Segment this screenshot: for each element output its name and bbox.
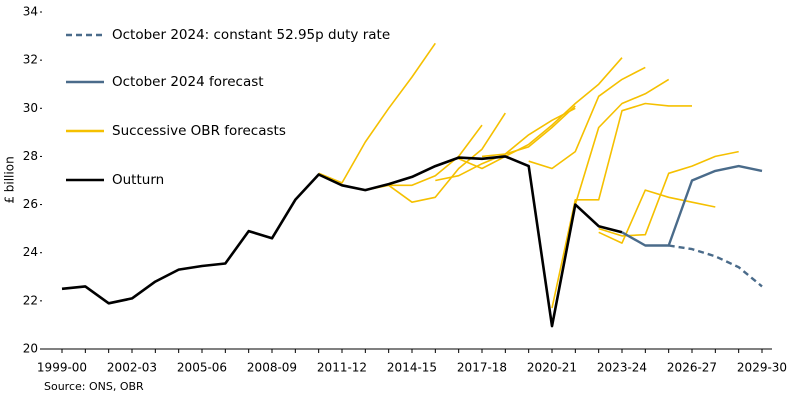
- x-tick-label: 2002-03: [107, 361, 157, 375]
- x-tick-label: 2008-09: [247, 361, 297, 375]
- source: Source: ONS, OBR: [44, 380, 144, 393]
- y-tick-label: 24: [23, 245, 38, 259]
- x-tick-label: 2020-21: [527, 361, 577, 375]
- legend-label: October 2024: constant 52.95p duty rate: [112, 27, 390, 43]
- x-tick-label: 2011-12: [317, 361, 367, 375]
- forecast-line: [318, 42, 436, 184]
- forecast-line: [528, 66, 646, 170]
- forecast-line: [388, 112, 506, 203]
- x-tick-label: 2023-24: [597, 361, 647, 375]
- y-tick-label: 34: [23, 5, 38, 19]
- forecast-line: [435, 107, 576, 182]
- series-line: [621, 164, 763, 247]
- legend-label: Outturn: [112, 172, 164, 188]
- y-tick-label: 30: [23, 101, 38, 115]
- x-tick-label: 2017-18: [457, 361, 507, 375]
- x-tick-label: 2029-30: [737, 361, 787, 375]
- forecast-line: [458, 57, 623, 170]
- x-tick-label: 2014-15: [387, 361, 437, 375]
- forecast-line: [551, 102, 692, 309]
- y-axis-label: £ billion: [3, 156, 17, 203]
- y-tick-label: 22: [23, 293, 38, 307]
- forecast-line: [598, 189, 716, 244]
- legend-label: Successive OBR forecasts: [112, 123, 286, 139]
- series-line: [668, 244, 763, 288]
- y-tick-label: 28: [23, 149, 38, 163]
- x-tick-label: 1999-00: [37, 361, 87, 375]
- y-tick-label: 32: [23, 53, 38, 67]
- outturn-line: [61, 155, 623, 328]
- forecast-line: [574, 78, 670, 205]
- y-tick-label: 20: [23, 342, 38, 356]
- y-tick-label: 26: [23, 197, 38, 211]
- x-tick-label: 2026-27: [667, 361, 717, 375]
- x-tick-label: 2005-06: [177, 361, 227, 375]
- legend-label: October 2024 forecast: [112, 74, 264, 90]
- forecast-line: [598, 150, 739, 237]
- forecast-line: [481, 105, 576, 158]
